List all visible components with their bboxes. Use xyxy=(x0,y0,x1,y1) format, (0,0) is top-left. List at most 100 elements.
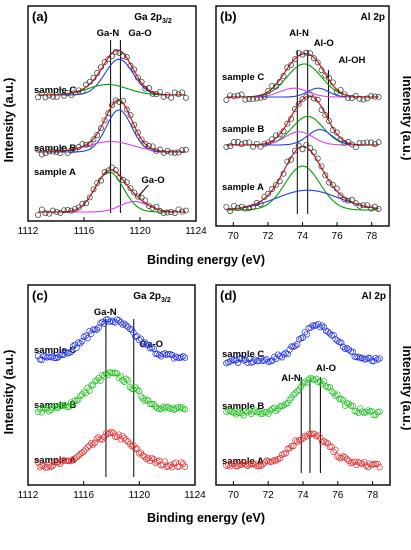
data-point xyxy=(227,92,234,99)
data-point xyxy=(252,356,259,363)
data-point xyxy=(49,148,56,155)
data-point xyxy=(368,139,374,146)
data-point xyxy=(313,375,320,382)
data-point xyxy=(75,87,82,94)
data-point xyxy=(90,186,97,193)
data-point xyxy=(299,380,307,387)
data-point xyxy=(174,463,181,470)
data-point xyxy=(376,408,383,415)
y-axis-label: Intensity (a.u.) xyxy=(2,78,16,163)
data-point xyxy=(94,70,101,76)
y-axis-label: Intensity (a.u.) xyxy=(2,350,16,435)
peak-label: Ga-O xyxy=(128,28,151,39)
data-point xyxy=(232,462,240,470)
data-point xyxy=(360,202,367,209)
data-point xyxy=(242,96,249,103)
sample-label: sample A xyxy=(34,455,76,466)
data-point xyxy=(317,434,324,441)
data-point xyxy=(363,355,370,363)
data-point xyxy=(73,344,80,352)
data-point xyxy=(329,182,336,188)
data-point xyxy=(79,88,86,95)
data-point xyxy=(45,408,53,415)
data-point xyxy=(276,455,284,462)
data-point xyxy=(168,351,176,359)
data-point xyxy=(181,354,189,361)
data-point xyxy=(322,112,329,119)
data-point xyxy=(75,396,82,403)
data-point xyxy=(320,324,328,331)
data-point xyxy=(280,401,288,409)
data-point xyxy=(271,404,278,411)
data-point xyxy=(326,118,333,124)
data-point xyxy=(42,150,49,157)
fit-envelope xyxy=(226,145,379,210)
data-point xyxy=(252,460,259,468)
data-point xyxy=(123,179,130,186)
data-point xyxy=(126,440,134,448)
data-point xyxy=(38,356,45,364)
peak-label: Ga-O xyxy=(140,339,163,350)
data-point xyxy=(86,78,93,85)
data-point xyxy=(67,348,75,356)
data-point xyxy=(352,144,359,151)
series-sample-A xyxy=(223,430,383,471)
data-point xyxy=(375,206,382,212)
data-point xyxy=(66,403,73,410)
data-point xyxy=(223,203,230,210)
data-point xyxy=(120,97,127,104)
data-point xyxy=(318,322,326,329)
data-point xyxy=(326,330,333,337)
data-point xyxy=(99,318,106,326)
data-point xyxy=(138,136,145,143)
data-point xyxy=(152,350,159,358)
data-point xyxy=(288,442,295,450)
data-point xyxy=(276,403,284,410)
data-point xyxy=(280,170,287,177)
data-point xyxy=(303,141,310,148)
data-point xyxy=(322,172,329,179)
data-point xyxy=(115,317,122,324)
data-point xyxy=(142,197,149,204)
data-point xyxy=(167,461,174,469)
data-point xyxy=(135,336,143,344)
data-point xyxy=(330,448,337,456)
data-point xyxy=(359,408,366,415)
data-point xyxy=(75,144,82,150)
data-point xyxy=(288,61,295,68)
peak-label-extra: Ga-O xyxy=(141,175,164,186)
data-point xyxy=(95,324,102,331)
data-point xyxy=(141,397,148,404)
data-point xyxy=(246,139,253,146)
data-point xyxy=(153,203,160,210)
sample-label: sample A xyxy=(34,167,76,178)
sample-label: sample B xyxy=(222,124,264,135)
data-point xyxy=(265,139,272,146)
data-point xyxy=(55,404,62,411)
data-point xyxy=(46,210,53,217)
data-point xyxy=(361,356,368,363)
data-point xyxy=(307,145,314,152)
data-point xyxy=(109,102,115,109)
data-point xyxy=(269,136,276,143)
data-point xyxy=(338,339,345,346)
data-point xyxy=(280,450,288,457)
data-point xyxy=(280,351,288,358)
data-point xyxy=(79,141,86,148)
data-point xyxy=(288,115,295,122)
panel-b: 70 72 74 76 78 (b) Al 2p Al-N Al-O Al-OH sample A s… xyxy=(215,5,390,242)
data-point xyxy=(101,59,108,66)
data-point xyxy=(38,206,45,213)
data-point xyxy=(80,448,88,455)
data-point xyxy=(88,382,95,389)
data-point xyxy=(90,74,97,81)
x-tick-label: 1116 xyxy=(73,490,94,501)
data-point xyxy=(90,136,97,143)
data-point xyxy=(80,333,88,340)
x-axis-label: Binding energy (eV) xyxy=(147,511,265,525)
data-point xyxy=(234,92,241,99)
x-tick-label: 76 xyxy=(332,231,344,242)
data-point xyxy=(157,208,163,214)
series-sample-B xyxy=(35,97,189,158)
data-point xyxy=(284,158,291,165)
